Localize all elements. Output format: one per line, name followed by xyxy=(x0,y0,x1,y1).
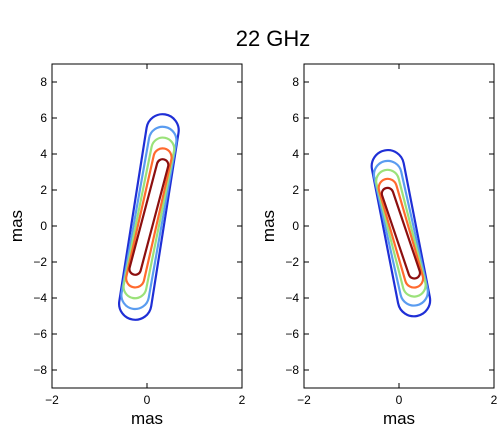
y-tick-label: 2 xyxy=(40,183,47,197)
y-axis-label: mas xyxy=(259,210,278,242)
y-tick-label: −2 xyxy=(285,255,299,269)
x-tick-label: −2 xyxy=(45,393,59,407)
contour-level-1 xyxy=(118,113,180,321)
x-axis-label: mas xyxy=(383,409,415,428)
contour-level-5 xyxy=(380,186,422,280)
contour-level-3 xyxy=(122,136,176,300)
y-tick-label: 8 xyxy=(292,75,299,89)
x-tick-label: 0 xyxy=(144,393,151,407)
y-tick-label: −2 xyxy=(33,255,47,269)
y-tick-label: 4 xyxy=(292,147,299,161)
contour-level-2 xyxy=(372,159,429,307)
contour-level-5 xyxy=(128,158,170,276)
x-axis-label: mas xyxy=(131,409,163,428)
contour-level-2 xyxy=(120,125,178,311)
y-tick-label: −4 xyxy=(285,291,299,305)
panel-2: −8 −6 −4 −2 0 2 4 6 8 −2 0 2 mas mas xyxy=(259,63,498,428)
x-tick-label: 2 xyxy=(239,393,246,407)
y-tick-label: 0 xyxy=(292,219,299,233)
y-tick-label: 4 xyxy=(40,147,47,161)
x-tick-label: 2 xyxy=(491,393,498,407)
y-tick-label: −6 xyxy=(33,327,47,341)
y-tick-label: 0 xyxy=(40,219,47,233)
contour-level-3 xyxy=(375,168,427,298)
y-tick-label: 2 xyxy=(292,183,299,197)
x-tick-label: −2 xyxy=(297,393,311,407)
axes-frame xyxy=(51,63,243,389)
contour-level-1 xyxy=(370,149,432,318)
y-tick-label: 6 xyxy=(292,111,299,125)
y-tick-label: −4 xyxy=(33,291,47,305)
contour-level-4 xyxy=(125,147,173,289)
contour-level-4 xyxy=(377,177,425,289)
y-axis-label: mas xyxy=(7,210,26,242)
x-tick-label: 0 xyxy=(396,393,403,407)
panels: −8 −6 −4 −2 0 2 4 6 8 −2 0 2 mas mas −8 −6 −4 −2 0 2 4 6 8 −2 0 2… xyxy=(7,63,498,428)
y-tick-label: 6 xyxy=(40,111,47,125)
panel-1: −8 −6 −4 −2 0 2 4 6 8 −2 0 2 mas mas xyxy=(7,63,246,428)
figure-title: 22 GHz xyxy=(236,26,311,51)
y-tick-label: −8 xyxy=(285,363,299,377)
y-tick-label: −8 xyxy=(33,363,47,377)
y-tick-label: −6 xyxy=(285,327,299,341)
y-tick-label: 8 xyxy=(40,75,47,89)
axes-frame xyxy=(303,63,495,389)
